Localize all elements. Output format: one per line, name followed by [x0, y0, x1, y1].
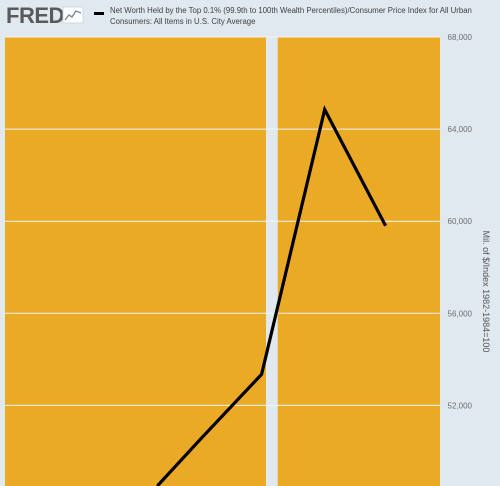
legend-label: Net Worth Held by the Top 0.1% (99.9th t…: [110, 6, 472, 26]
recession-band-2: [277, 37, 440, 486]
y-axis-ticks: 52,000 56,000 60,000 64,000 68,000: [448, 33, 473, 410]
series-line-1: [156, 104, 388, 486]
y-tick-label-56,000: 56,000: [448, 309, 473, 318]
chart-header: FRED Net Worth Held by the Top 0.1% (99.…: [0, 0, 500, 34]
legend-line-swatch: [94, 12, 104, 15]
y-tick-label-68,000: 68,000: [448, 33, 473, 42]
fred-logo-graph-icon: [62, 6, 84, 24]
series-line-layer: [156, 104, 388, 486]
y-tick-label-60,000: 60,000: [448, 217, 473, 226]
gridlines: [5, 36, 440, 406]
recession-band-1: [5, 37, 266, 486]
fred-logo[interactable]: FRED: [6, 3, 64, 28]
y-tick-label-64,000: 64,000: [448, 125, 473, 134]
y-tick-label-52,000: 52,000: [448, 401, 473, 410]
recession-bands: [5, 37, 440, 486]
y-axis-label: Mil. of $/Index 1982-1984=100: [481, 231, 491, 353]
